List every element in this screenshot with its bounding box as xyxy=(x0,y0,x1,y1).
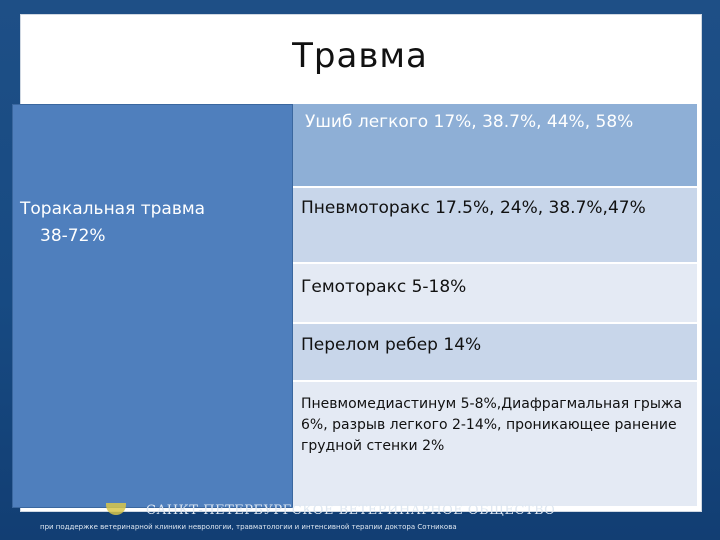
row-lung-contusion: Ушиб легкого 17%, 38.7%, 44%, 58% xyxy=(293,104,697,188)
injury-list: Ушиб легкого 17%, 38.7%, 44%, 58% Пневмо… xyxy=(293,104,697,508)
row-rib-fracture: Перелом ребер 14% xyxy=(293,324,697,382)
row-pneumothorax: Пневмоторакс 17.5%, 24%, 38.7%,47% xyxy=(293,188,697,264)
row-hemothorax: Гемоторакс 5-18% xyxy=(293,264,697,324)
row-other-injuries: Пневмомедиастинум 5-8%,Диафрагмальная гр… xyxy=(293,382,697,508)
category-cell xyxy=(12,104,293,508)
footer-organization: САНКТ-ПЕТЕРБУРГСКОЕ ВЕТЕРИНАРНОЕ ОБЩЕСТВ… xyxy=(146,503,556,518)
category-name: Торакальная травма xyxy=(20,199,206,219)
category-label: Торакальная травма 38-72% xyxy=(20,196,280,250)
footer-subtitle: при поддержке ветеринарной клиники невро… xyxy=(40,523,457,531)
society-logo-icon xyxy=(106,503,126,515)
slide-title: Травма xyxy=(292,36,428,76)
category-range: 38-72% xyxy=(40,226,106,246)
